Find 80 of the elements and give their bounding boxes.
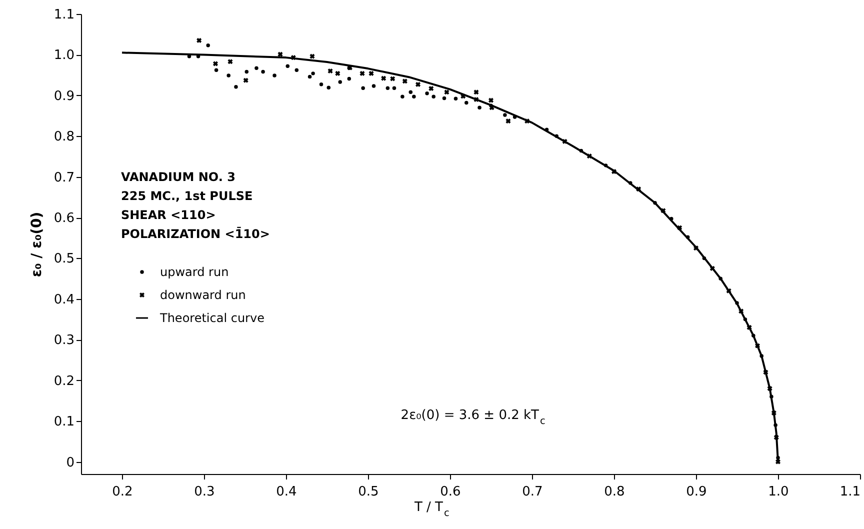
y-tick-label: 0.1 bbox=[54, 414, 74, 430]
point bbox=[442, 96, 446, 100]
point bbox=[212, 61, 218, 66]
point bbox=[328, 68, 333, 74]
point bbox=[454, 96, 458, 101]
point bbox=[415, 82, 421, 87]
point bbox=[386, 86, 390, 90]
point bbox=[368, 70, 374, 76]
y-tick-label: 0.8 bbox=[54, 130, 74, 145]
point bbox=[196, 38, 202, 43]
point bbox=[408, 90, 413, 94]
point bbox=[381, 76, 386, 81]
x-tick-label: 0.5 bbox=[358, 484, 379, 500]
point bbox=[412, 94, 416, 99]
point bbox=[474, 90, 479, 95]
y-tick-label: 1.0 bbox=[54, 48, 74, 64]
x-tick-label: 0.2 bbox=[112, 484, 133, 500]
point bbox=[361, 86, 365, 90]
point bbox=[308, 74, 312, 79]
point bbox=[234, 85, 238, 89]
point bbox=[311, 72, 315, 76]
point bbox=[488, 98, 494, 103]
point bbox=[428, 86, 434, 92]
point bbox=[294, 68, 299, 72]
point bbox=[392, 86, 396, 90]
legend-label: upward run bbox=[160, 265, 229, 279]
x-tick-label: 1.0 bbox=[768, 484, 789, 500]
point bbox=[326, 86, 331, 90]
point bbox=[310, 54, 315, 59]
annotation: 225 MC., 1st PULSE bbox=[121, 189, 253, 203]
point bbox=[272, 74, 276, 78]
point bbox=[226, 74, 230, 78]
x-tick-label: 0.4 bbox=[276, 484, 297, 500]
point bbox=[338, 80, 342, 84]
y-tick-label: 1.1 bbox=[54, 8, 74, 22]
point bbox=[278, 52, 283, 57]
point bbox=[206, 43, 210, 48]
point bbox=[214, 68, 218, 72]
point bbox=[347, 76, 352, 81]
annotation: SHEAR <110> bbox=[121, 208, 216, 222]
legend-label: Theoretical curve bbox=[159, 311, 264, 325]
point bbox=[286, 64, 290, 68]
point bbox=[335, 70, 340, 76]
x-tick-label: 0.3 bbox=[194, 484, 215, 500]
point bbox=[503, 113, 507, 117]
x-tick-label: 1.1 bbox=[840, 484, 860, 500]
point bbox=[444, 90, 450, 95]
y-axis-title: ε₀ / ε₀(0) bbox=[28, 212, 45, 278]
point bbox=[478, 106, 482, 110]
y-tick-label: 0.9 bbox=[54, 88, 74, 104]
x-tick-label: 0.7 bbox=[522, 484, 543, 500]
y-tick-label: 0.6 bbox=[54, 211, 74, 226]
legend-label: downward run bbox=[160, 288, 246, 302]
y-tick-label: 0.4 bbox=[54, 292, 74, 308]
y-tick-label: 0.3 bbox=[54, 333, 74, 348]
annotation: POLARIZATION <1̄10> bbox=[121, 226, 270, 241]
point bbox=[228, 59, 233, 64]
point bbox=[402, 78, 408, 84]
point bbox=[372, 84, 376, 88]
point bbox=[506, 118, 511, 124]
point bbox=[400, 94, 404, 99]
point bbox=[464, 100, 468, 105]
x-tick-label: 0.6 bbox=[440, 484, 461, 500]
point bbox=[425, 92, 429, 96]
line-series bbox=[121, 52, 779, 463]
x-tick-label: 0.8 bbox=[604, 484, 625, 500]
point bbox=[432, 94, 436, 99]
annotation: VANADIUM NO. 3 bbox=[121, 170, 236, 184]
point bbox=[360, 70, 365, 76]
y-tick-label: 0.7 bbox=[54, 170, 74, 186]
point bbox=[244, 70, 249, 74]
point bbox=[261, 70, 265, 74]
point bbox=[254, 66, 258, 70]
point bbox=[243, 78, 248, 83]
point bbox=[390, 76, 396, 82]
x-tick-label: 0.9 bbox=[686, 484, 707, 500]
y-tick-label: 0.2 bbox=[54, 374, 74, 389]
y-tick-label: 0.5 bbox=[54, 252, 74, 267]
point bbox=[319, 82, 324, 86]
y-tick-label: 0 bbox=[66, 455, 74, 470]
